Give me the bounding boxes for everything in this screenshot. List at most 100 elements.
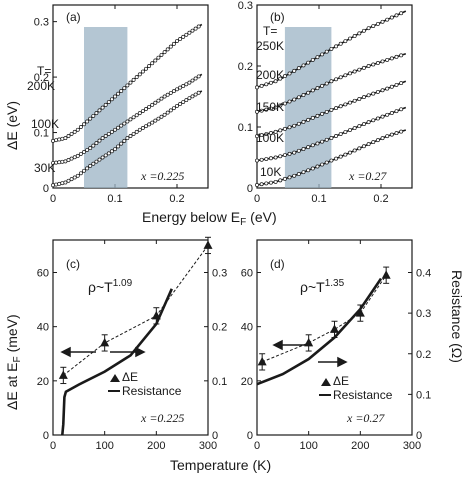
panel-b-point-200K bbox=[320, 83, 325, 88]
panel-d-y2-tick-label: 0.1 bbox=[416, 389, 431, 401]
panel-b-point-150K bbox=[278, 128, 283, 133]
panel-b-frame bbox=[256, 4, 413, 189]
panel-b-point-200K bbox=[255, 109, 259, 114]
panel-b-point-100K bbox=[282, 153, 287, 158]
panel-b-point-150K bbox=[329, 107, 334, 112]
panel-b-point-200K bbox=[348, 71, 352, 76]
panel-a-point-30K bbox=[171, 106, 176, 111]
panel-b-point-200K bbox=[389, 56, 394, 61]
bottom-left-y-axis-title: ΔE at EF(meV) bbox=[4, 314, 23, 410]
panel-b-point-250K bbox=[329, 46, 334, 51]
panel-a-point-200K bbox=[51, 138, 55, 143]
panel-a-point-200K bbox=[60, 136, 65, 141]
panel-a-point-30K bbox=[97, 157, 102, 162]
panel-b-point-250K bbox=[306, 60, 311, 65]
panel-a-point-30K bbox=[125, 136, 130, 141]
panel-a-point-200K bbox=[119, 89, 124, 93]
panel-a-point-30K bbox=[184, 98, 189, 103]
panel-c-delta-e-point bbox=[203, 240, 213, 249]
panel-b-point-250K bbox=[362, 28, 366, 33]
panel-a-point-30K bbox=[150, 120, 155, 125]
panel-a-point-200K bbox=[181, 34, 186, 39]
panel-b-point-10K bbox=[362, 144, 366, 149]
panel-b-point-100K bbox=[389, 111, 394, 115]
panel-a-point-100K bbox=[106, 131, 111, 136]
panel-b-point-10K bbox=[394, 131, 399, 136]
panel-c-x-tick-label: 300 bbox=[199, 440, 217, 452]
chart-marks: 0 0.1 0.2 0 0.1 0.2 0.3 0 0.1 0.2 0 0.1 0.2 0.3 0 100 20… bbox=[34, 0, 432, 452]
panel-b-point-200K bbox=[357, 67, 362, 72]
panel-b-point-10K bbox=[385, 134, 390, 139]
panel-a-point-30K bbox=[178, 102, 183, 106]
panel-b-point-100K bbox=[338, 132, 343, 136]
panel-b-point-10K bbox=[320, 162, 325, 167]
panel-b-y-tick-label: 0.3 bbox=[238, 0, 253, 12]
panel-b-point-200K bbox=[324, 81, 329, 86]
panel-b-point-10K bbox=[278, 178, 283, 183]
panel-b-label-150k: 150K bbox=[256, 100, 284, 114]
panel-a-t-label: T= bbox=[37, 64, 51, 78]
panel-b-point-150K bbox=[264, 132, 269, 136]
panel-a-point-100K bbox=[125, 119, 130, 124]
panel-a-point-30K bbox=[147, 122, 152, 127]
panel-d-delta-e-dashed-line bbox=[262, 274, 387, 363]
panel-b-point-150K bbox=[394, 82, 399, 87]
panel-a-point-100K bbox=[134, 113, 139, 118]
panel-b-point-200K bbox=[399, 53, 404, 58]
panel-b-point-250K bbox=[338, 41, 343, 46]
panel-a-point-200K bbox=[178, 37, 183, 41]
panel-b-point-200K bbox=[259, 108, 264, 113]
panel-c-delta-e-dashed-line bbox=[62, 245, 209, 376]
panel-b-point-250K bbox=[282, 74, 287, 79]
panel-b-point-10K bbox=[357, 146, 362, 151]
panel-b-point-200K bbox=[292, 97, 297, 102]
panel-a-point-100K bbox=[196, 74, 201, 79]
panel-d-frame bbox=[256, 239, 413, 436]
panel-a-shaded-band bbox=[84, 27, 128, 188]
panel-b-point-100K bbox=[264, 157, 269, 161]
panel-a-point-30K bbox=[159, 114, 164, 119]
panel-a-point-100K bbox=[165, 92, 170, 97]
panel-a-point-30K bbox=[106, 151, 111, 156]
panel-b-point-250K bbox=[375, 21, 380, 26]
panel-a-point-30K bbox=[175, 103, 179, 108]
panel-a-point-30K bbox=[91, 161, 96, 166]
panel-b-point-100K bbox=[315, 141, 320, 146]
panel-a-point-200K bbox=[153, 58, 158, 63]
panel-a-point-100K bbox=[122, 121, 127, 126]
panel-b-point-250K bbox=[255, 85, 259, 90]
panel-b-point-100K bbox=[352, 126, 357, 131]
panel-a-point-30K bbox=[162, 112, 167, 117]
panel-b-point-10K bbox=[264, 181, 269, 186]
panel-b-point-150K bbox=[348, 100, 352, 105]
panel-b-point-150K bbox=[385, 86, 390, 91]
panel-a-point-200K bbox=[156, 55, 161, 60]
panel-a-x-tick-label: 0.1 bbox=[107, 193, 122, 205]
panel-b-point-150K bbox=[292, 123, 297, 128]
panel-a-point-200K bbox=[193, 26, 198, 31]
panel-c-y-tick-label: 0 bbox=[43, 430, 49, 442]
panel-a-point-100K bbox=[82, 150, 86, 154]
panel-a-point-100K bbox=[181, 84, 186, 88]
panel-b-point-150K bbox=[380, 88, 385, 93]
panel-a-point-30K bbox=[187, 96, 192, 101]
panel-a-point-200K bbox=[97, 108, 102, 113]
panel-a-point-200K bbox=[91, 113, 96, 118]
panel-b-point-100K bbox=[306, 145, 311, 150]
panel-b-point-250K bbox=[366, 26, 371, 31]
panel-a-point-200K bbox=[125, 83, 130, 88]
panel-b-point-100K bbox=[362, 122, 366, 127]
panel-b-point-250K bbox=[389, 15, 394, 20]
panel-a-point-100K bbox=[137, 111, 142, 116]
panel-a-point-200K bbox=[128, 80, 133, 85]
panel-b-point-10K bbox=[343, 152, 348, 157]
panel-b-t-label: T= bbox=[263, 24, 277, 38]
top-x-axis-title: Energy below EF (eV) bbox=[142, 209, 277, 228]
panel-a-point-100K bbox=[88, 146, 93, 151]
panel-a-point-30K bbox=[140, 126, 145, 130]
panel-b-point-250K bbox=[399, 11, 404, 16]
panel-a-point-200K bbox=[175, 39, 179, 43]
panel-b-point-250K bbox=[292, 68, 297, 73]
panel-a-point-100K bbox=[85, 148, 90, 152]
panel-a-point-100K bbox=[144, 107, 148, 111]
